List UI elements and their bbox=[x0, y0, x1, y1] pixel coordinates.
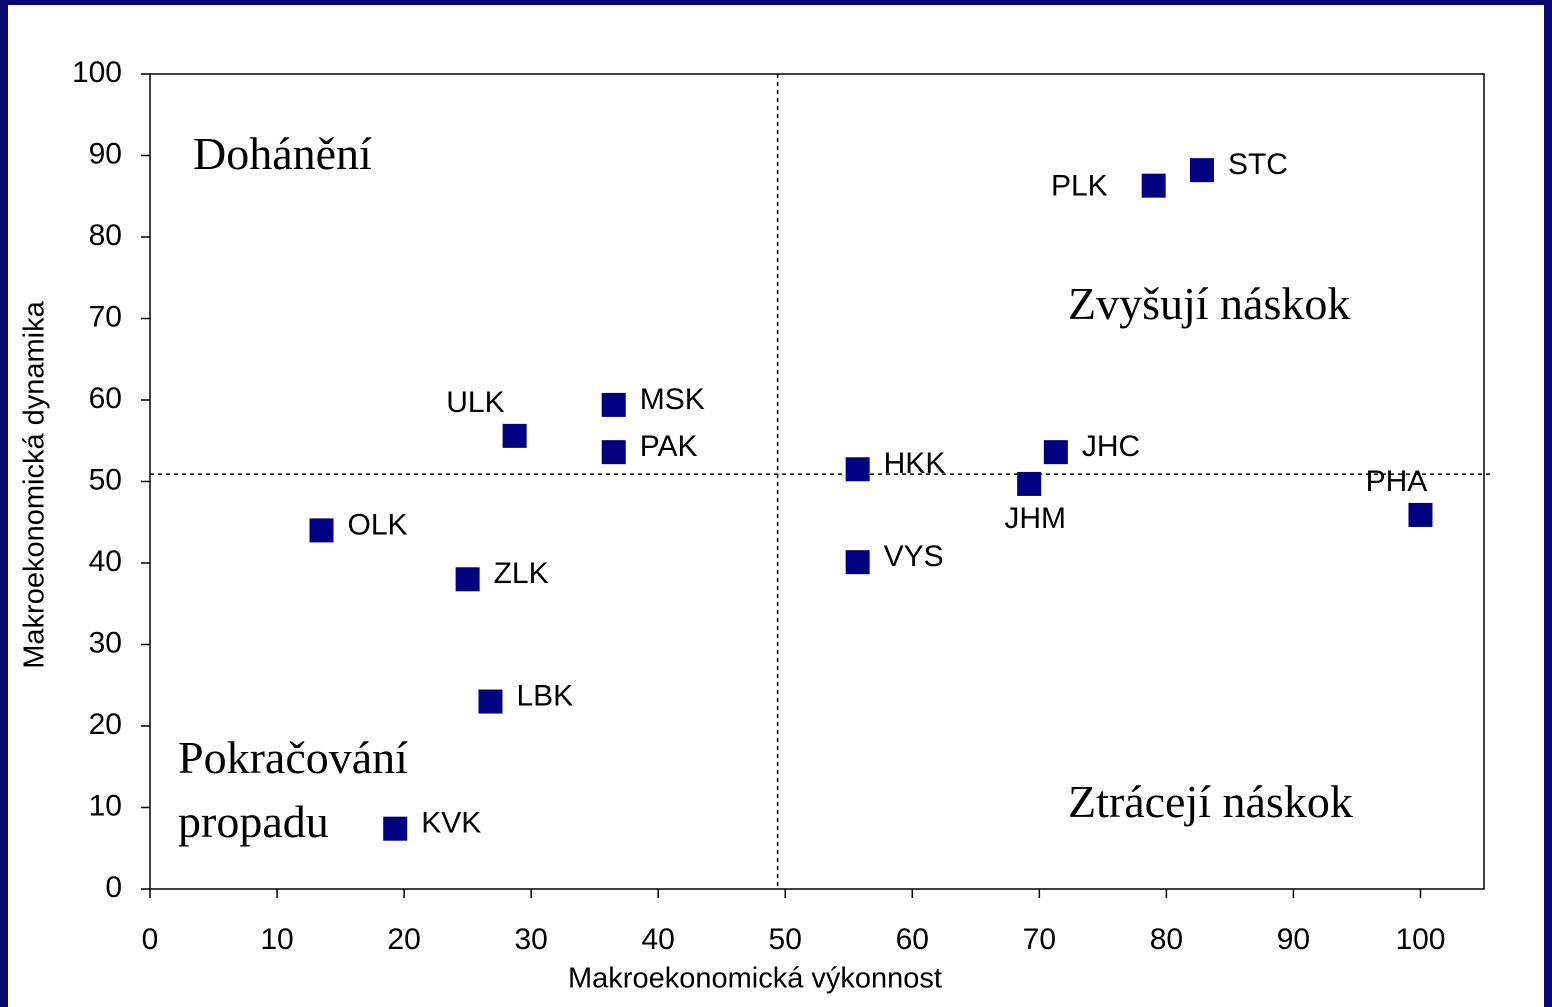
marker bbox=[845, 457, 870, 482]
point-label: MSK bbox=[640, 383, 705, 416]
point-label: PHA bbox=[1366, 465, 1428, 498]
marker bbox=[601, 392, 626, 417]
quadrant-label: Dohánění bbox=[193, 128, 372, 179]
y-axis-label: Makroekonomická dynamika bbox=[19, 300, 51, 668]
point-label: VYS bbox=[884, 540, 944, 573]
marker bbox=[478, 689, 503, 714]
y-tick-label: 40 bbox=[89, 545, 122, 578]
x-tick-label: 50 bbox=[769, 923, 802, 956]
quadrant-label: Zvyšují náskok bbox=[1068, 278, 1350, 329]
x-tick-label: 10 bbox=[260, 923, 293, 956]
y-tick-label: 90 bbox=[89, 137, 122, 170]
y-tick-label: 70 bbox=[89, 300, 122, 333]
quadrant-label: Ztrácejí náskok bbox=[1068, 776, 1353, 827]
quadrant-label-line: propadu bbox=[178, 796, 329, 847]
marker bbox=[383, 816, 408, 841]
x-tick-label: 40 bbox=[642, 923, 675, 956]
y-tick-label: 50 bbox=[89, 463, 122, 496]
x-tick-label: 70 bbox=[1023, 923, 1056, 956]
x-tick-label: 100 bbox=[1395, 923, 1445, 956]
marker bbox=[455, 567, 480, 592]
quadrant-label-line: Pokračování bbox=[178, 732, 408, 783]
marker bbox=[502, 423, 527, 448]
point-label: STC bbox=[1228, 148, 1288, 181]
x-tick-label: 90 bbox=[1277, 923, 1310, 956]
marker bbox=[1189, 158, 1214, 183]
point-label: OLK bbox=[348, 508, 408, 541]
y-tick-label: 30 bbox=[89, 626, 122, 659]
quadrant-label-line: Ztrácejí náskok bbox=[1068, 776, 1353, 827]
point-label: PLK bbox=[1051, 170, 1108, 203]
point-label: JHC bbox=[1082, 430, 1140, 463]
point-label: ZLK bbox=[494, 557, 549, 590]
quadrant-label: Pokračování propadu bbox=[178, 732, 408, 847]
point-label: PAK bbox=[640, 430, 698, 463]
y-tick-label: 100 bbox=[72, 56, 122, 89]
point-label: ULK bbox=[446, 386, 504, 419]
y-tick-label: 80 bbox=[89, 219, 122, 252]
y-tick-label: 60 bbox=[89, 382, 122, 415]
x-tick-label: 20 bbox=[387, 923, 420, 956]
chart-background bbox=[8, 5, 1544, 1007]
x-tick-label: 80 bbox=[1150, 923, 1183, 956]
point-label: HKK bbox=[884, 447, 946, 480]
y-tick-label: 20 bbox=[89, 708, 122, 741]
marker bbox=[309, 518, 334, 543]
marker bbox=[1408, 502, 1433, 527]
quadrant-label-line: Dohánění bbox=[193, 128, 372, 179]
point-label: JHM bbox=[1004, 502, 1066, 535]
marker bbox=[601, 440, 626, 465]
x-tick-label: 60 bbox=[896, 923, 929, 956]
y-tick-label: 10 bbox=[89, 789, 122, 822]
x-axis-label: Makroekonomická výkonnost bbox=[568, 963, 942, 995]
marker bbox=[1043, 440, 1068, 465]
point-label: LBK bbox=[516, 679, 573, 712]
x-tick-label: 0 bbox=[142, 923, 159, 956]
quadrant-label-line: Zvyšují náskok bbox=[1068, 278, 1350, 329]
point-label: KVK bbox=[421, 807, 481, 840]
marker bbox=[845, 550, 870, 575]
marker bbox=[1017, 471, 1042, 496]
x-tick-label: 30 bbox=[514, 923, 547, 956]
marker bbox=[1141, 173, 1166, 198]
y-tick-label: 0 bbox=[105, 871, 122, 904]
